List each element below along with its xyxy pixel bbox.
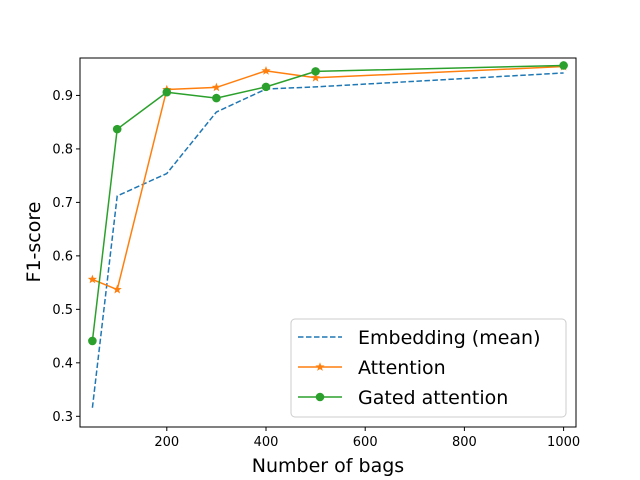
data-point-gated-attention xyxy=(559,61,568,70)
data-point-attention xyxy=(311,72,321,82)
data-point-gated-attention xyxy=(162,87,172,97)
data-point-attention xyxy=(261,66,271,75)
x-tick-label: 1000 xyxy=(547,435,580,450)
y-tick-label: 0.7 xyxy=(52,196,73,211)
y-tick-label: 0.3 xyxy=(52,410,73,425)
legend-marker-circle xyxy=(315,392,325,402)
data-point-gated-attention xyxy=(212,93,221,103)
legend: Embedding (mean) Attention Gated attenti… xyxy=(290,318,567,418)
plot-area xyxy=(87,61,569,408)
y-tick-label: 0.6 xyxy=(52,249,73,264)
y-axis-label: F1-score xyxy=(23,202,45,283)
data-point-attention xyxy=(112,284,122,294)
legend-label-embedding: Embedding (mean) xyxy=(358,327,541,349)
y-tick-label: 0.8 xyxy=(52,142,73,157)
axes-frame xyxy=(79,57,577,428)
data-point-gated-attention xyxy=(88,336,97,346)
data-point-attention xyxy=(211,82,221,92)
legend-box xyxy=(290,318,567,418)
y-tick-label: 0.4 xyxy=(52,356,73,371)
y-tick-label: 0.9 xyxy=(52,89,73,104)
x-axis: 200 400 600 800 1000 xyxy=(154,427,580,450)
legend-marker-star xyxy=(315,362,325,371)
data-point-gated-attention xyxy=(311,67,320,76)
y-tick-label: 0.5 xyxy=(52,303,73,318)
data-point-gated-attention xyxy=(112,124,122,134)
x-tick-label: 800 xyxy=(452,435,477,450)
data-point-attention xyxy=(87,274,97,284)
x-tick-label: 200 xyxy=(154,435,179,450)
legend-label-attention: Attention xyxy=(358,357,446,379)
y-axis: 0.3 0.4 0.5 0.6 0.7 0.8 0.9 xyxy=(52,89,80,425)
x-tick-label: 400 xyxy=(254,435,279,450)
x-axis-label: Number of bags xyxy=(252,455,404,477)
data-point-gated-attention xyxy=(261,82,271,92)
x-tick-label: 600 xyxy=(353,435,378,450)
legend-label-gated: Gated attention xyxy=(358,387,508,409)
series-line-embedding-mean xyxy=(91,72,564,408)
